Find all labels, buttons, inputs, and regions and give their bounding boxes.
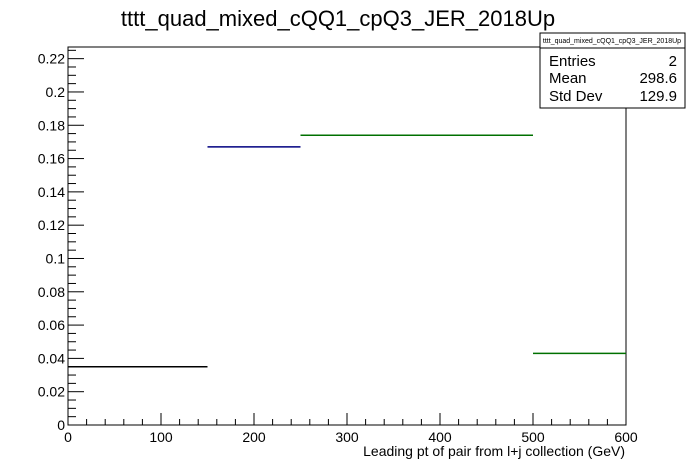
stats-box-frame <box>539 32 686 109</box>
histogram-bins <box>68 134 626 368</box>
x-tick-label: 600 <box>614 429 638 445</box>
x-tick-label: 100 <box>149 429 173 445</box>
y-tick-label: 0.2 <box>46 84 66 100</box>
x-tick-label: 500 <box>521 429 545 445</box>
stats-entries-label: Entries <box>549 53 596 70</box>
y-tick-label: 0.06 <box>38 317 65 333</box>
y-tick-label: 0.22 <box>38 51 65 67</box>
y-tick-label: 0.1 <box>46 250 66 266</box>
x-axis: 0 100 200 300 400 500 600 <box>64 413 638 445</box>
stats-entries-value: 2 <box>669 53 677 70</box>
stats-box: tttt_quad_mixed_cQQ1_cpQ3_JER_2018Up Ent… <box>539 32 686 109</box>
stats-stddev-label: Std Dev <box>549 88 603 105</box>
y-tick-label: 0.16 <box>38 151 65 167</box>
x-axis-label: Leading pt of pair from l+j collection (… <box>363 443 625 459</box>
y-tick-label: 0.02 <box>38 384 65 400</box>
x-tick-label: 200 <box>242 429 266 445</box>
stats-stddev-value: 129.9 <box>639 88 677 105</box>
y-tick-label: 0.18 <box>38 117 65 133</box>
stats-mean-value: 298.6 <box>639 70 677 87</box>
y-tick-label: 0.08 <box>38 284 65 300</box>
x-tick-label: 0 <box>64 429 72 445</box>
stats-box-title: tttt_quad_mixed_cQQ1_cpQ3_JER_2018Up <box>543 38 681 45</box>
y-tick-label: 0.12 <box>38 217 65 233</box>
chart-title: tttt_quad_mixed_cQQ1_cpQ3_JER_2018Up <box>121 6 555 31</box>
y-tick-label: 0.14 <box>38 184 65 200</box>
x-tick-label: 400 <box>428 429 452 445</box>
y-tick-label: 0 <box>57 417 65 433</box>
y-axis: 0 0.02 0.04 0.06 0.08 0.1 0.12 0.14 0.16 0.18 0.2 0… <box>38 49 84 433</box>
y-tick-label: 0.04 <box>38 350 65 366</box>
stats-mean-label: Mean <box>549 70 587 87</box>
x-tick-label: 300 <box>335 429 359 445</box>
